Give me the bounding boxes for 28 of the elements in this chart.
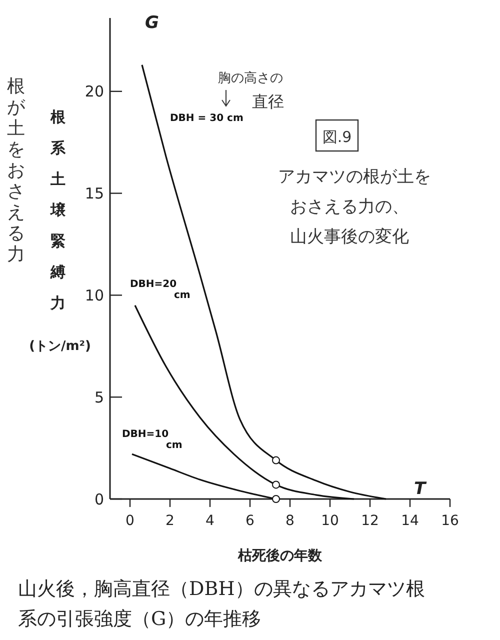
annotation: 図.9: [322, 128, 352, 146]
y-tick-label: 20: [84, 82, 104, 101]
point: [272, 480, 280, 489]
series-label: DBH = 30 cm: [170, 113, 244, 124]
x-axis-title: 枯死後の年数: [237, 548, 323, 564]
y-tick-label: 10: [84, 286, 104, 304]
y-tick-label: 0: [94, 490, 104, 508]
y-tick-label: 15: [84, 184, 104, 203]
point: [272, 456, 280, 464]
annotation: T: [414, 479, 427, 499]
series-label: DBH=10 cm: [122, 429, 182, 451]
x-tick-label: 10: [321, 513, 339, 529]
annotation: アカマツの根が土をおさえる力の、山火事後の変化: [278, 167, 431, 247]
x-tick-label: 8: [286, 513, 294, 529]
x-tick-label: 4: [206, 513, 215, 529]
annotation: G: [145, 13, 159, 33]
y-tick-label: 5: [94, 388, 104, 406]
x-tick-label: 16: [441, 513, 459, 529]
x-tick-label: 6: [246, 513, 255, 529]
x-tick-label: 2: [166, 513, 174, 529]
annotation: 胸の高さの直径: [218, 70, 284, 111]
x-tick-label: 12: [361, 513, 379, 529]
x-tick-label: 14: [401, 513, 419, 529]
text: 山火後，胸高直径（DBH）の異なるアカマツ根系の引張強度（G）の年推移: [18, 578, 425, 630]
point: [272, 495, 280, 503]
x-tick-label: 0: [126, 513, 134, 529]
series-label: DBH=20 cm: [130, 279, 190, 301]
text: 根が土をおさえる力: [7, 76, 25, 265]
